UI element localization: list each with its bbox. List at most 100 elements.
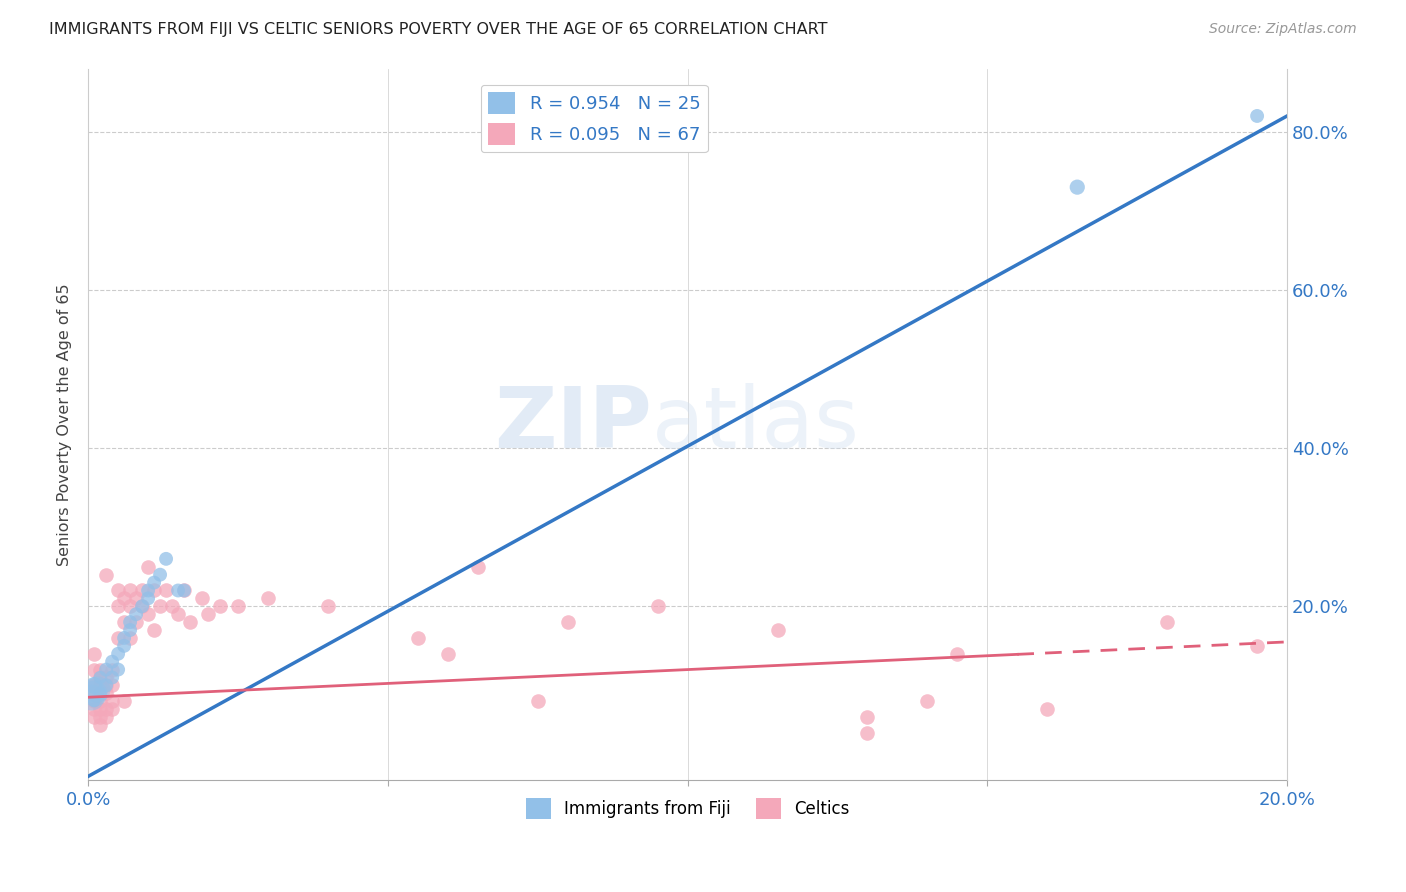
Point [131,599,153,614]
Point [89,694,111,708]
Point [89,702,111,716]
Point [917,694,939,708]
Y-axis label: Seniors Poverty Over the Age of 65: Seniors Poverty Over the Age of 65 [58,283,72,566]
Point [467,559,489,574]
Point [136,559,159,574]
Point [1246,109,1268,123]
Point [125,607,148,622]
Point [120,615,142,629]
Point [173,583,195,598]
Point [167,607,190,622]
Point [946,647,969,661]
Point [101,663,124,677]
Point [437,647,460,661]
Point [94,686,117,700]
Point [83,678,105,692]
Text: Source: ZipAtlas.com: Source: ZipAtlas.com [1209,22,1357,37]
Point [120,631,142,645]
Point [208,599,231,614]
Point [766,623,789,637]
Point [94,671,117,685]
Legend: Immigrants from Fiji, Celtics: Immigrants from Fiji, Celtics [519,792,856,825]
Point [80,690,103,705]
Point [131,583,153,598]
Point [1036,702,1059,716]
Point [94,710,117,724]
Point [107,583,129,598]
Point [149,599,172,614]
Point [257,591,280,606]
Point [143,623,166,637]
Point [89,710,111,724]
Point [173,583,195,598]
Point [149,567,172,582]
Point [83,686,105,700]
Point [107,663,129,677]
Point [94,663,117,677]
Point [107,599,129,614]
Point [125,591,148,606]
Point [160,599,183,614]
Point [112,615,135,629]
Point [89,678,111,692]
Point [101,678,124,692]
Point [94,678,117,692]
Point [120,599,142,614]
Point [83,663,105,677]
Point [112,639,135,653]
Point [101,694,124,708]
Point [136,591,159,606]
Point [856,726,879,740]
Point [191,591,214,606]
Point [112,631,135,645]
Point [316,599,339,614]
Point [83,694,105,708]
Point [83,702,105,716]
Text: atlas: atlas [651,383,859,466]
Point [107,631,129,645]
Point [1156,615,1178,629]
Point [101,702,124,716]
Point [526,694,548,708]
Point [83,647,105,661]
Point [112,591,135,606]
Point [125,615,148,629]
Point [136,583,159,598]
Point [155,583,177,598]
Point [83,710,105,724]
Point [120,623,142,637]
Point [143,583,166,598]
Point [155,552,177,566]
Point [94,567,117,582]
Point [89,718,111,732]
Text: ZIP: ZIP [494,383,651,466]
Point [101,671,124,685]
Point [83,678,105,692]
Point [179,615,201,629]
Point [89,671,111,685]
Point [94,702,117,716]
Point [131,599,153,614]
Point [83,694,105,708]
Point [167,583,190,598]
Point [89,671,111,685]
Point [143,575,166,590]
Point [136,607,159,622]
Text: IMMIGRANTS FROM FIJI VS CELTIC SENIORS POVERTY OVER THE AGE OF 65 CORRELATION CH: IMMIGRANTS FROM FIJI VS CELTIC SENIORS P… [49,22,828,37]
Point [647,599,669,614]
Point [89,686,111,700]
Point [89,663,111,677]
Point [112,694,135,708]
Point [94,678,117,692]
Point [101,655,124,669]
Point [226,599,249,614]
Point [856,710,879,724]
Point [83,686,105,700]
Point [1246,639,1268,653]
Point [406,631,429,645]
Point [1066,180,1088,194]
Point [557,615,579,629]
Point [86,682,108,697]
Point [107,647,129,661]
Point [197,607,219,622]
